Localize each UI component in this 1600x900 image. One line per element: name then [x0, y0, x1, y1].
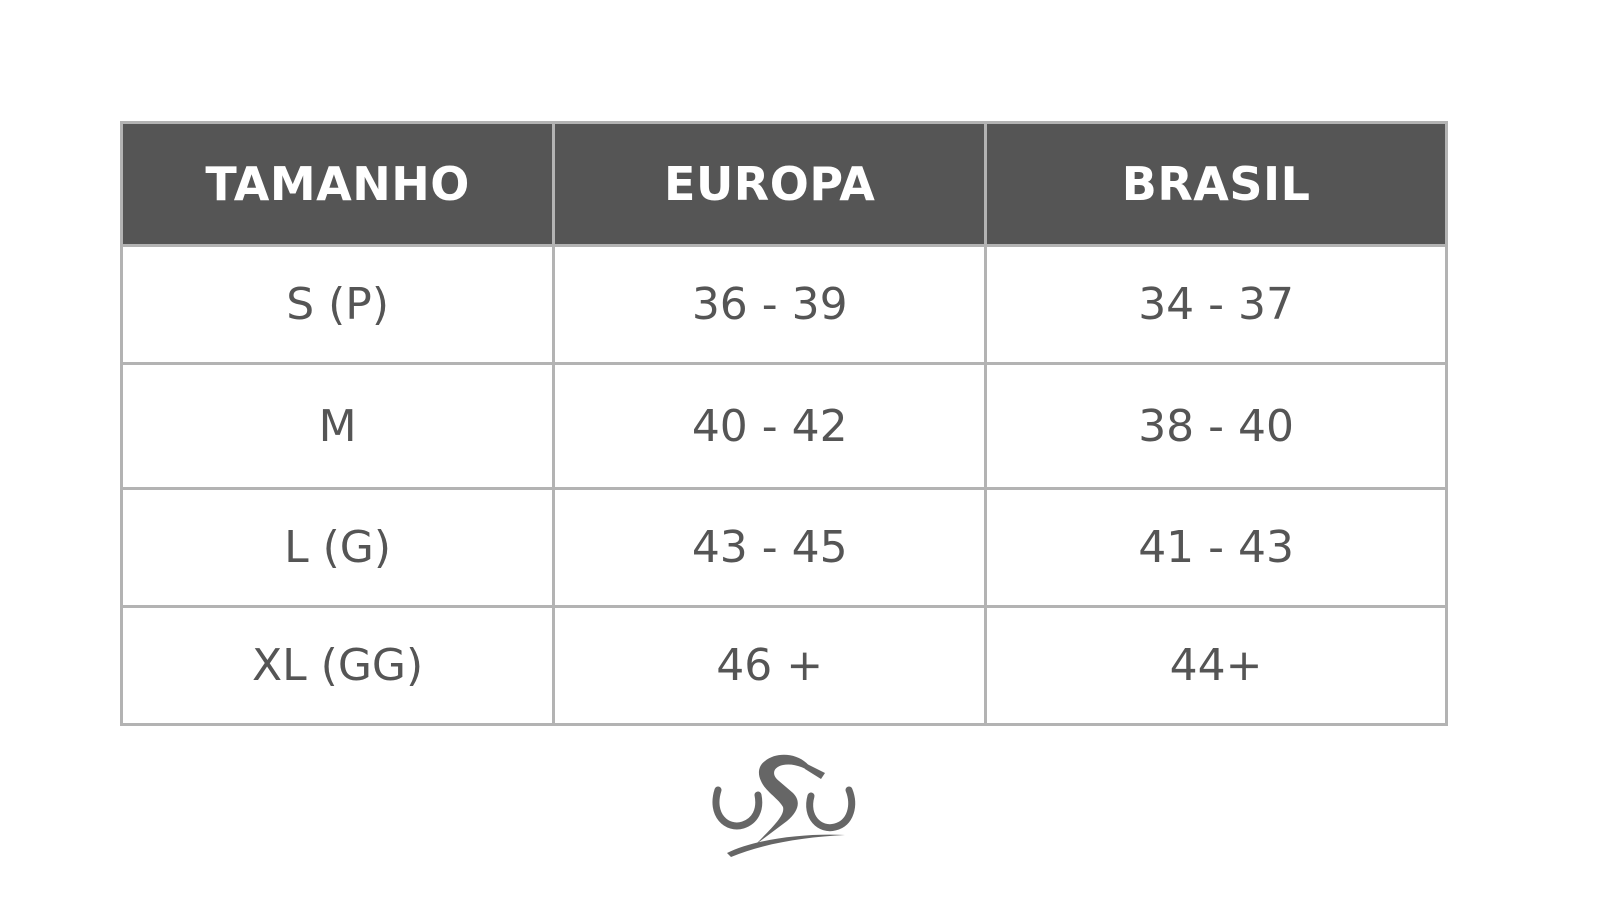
header-europa: EUROPA: [552, 121, 988, 247]
cell-size: M: [119, 362, 556, 490]
cell-size: S (P): [119, 244, 556, 365]
cell-europa: 43 - 45: [552, 487, 988, 608]
header-brasil: BRASIL: [984, 121, 1448, 247]
cell-brasil: 38 - 40: [984, 362, 1448, 490]
cell-europa: 36 - 39: [552, 244, 988, 365]
table-row: S (P) 36 - 39 34 - 37: [119, 244, 1448, 365]
header-tamanho: TAMANHO: [119, 121, 556, 247]
cell-europa: 46 +: [552, 605, 988, 726]
cell-size: L (G): [119, 487, 556, 608]
header-row: TAMANHO EUROPA BRASIL: [119, 121, 1448, 247]
table-row: XL (GG) 46 + 44+: [119, 605, 1448, 726]
cell-brasil: 44+: [984, 605, 1448, 726]
cyclist-logo-icon: [712, 754, 856, 857]
table-row: L (G) 43 - 45 41 - 43: [119, 487, 1448, 608]
cell-brasil: 41 - 43: [984, 487, 1448, 608]
cell-size: XL (GG): [119, 605, 556, 726]
cell-europa: 40 - 42: [552, 362, 988, 490]
cell-brasil: 34 - 37: [984, 244, 1448, 365]
table-row: M 40 - 42 38 - 40: [119, 362, 1448, 490]
size-table: TAMANHO EUROPA BRASIL S (P) 36 - 39 34 -…: [119, 121, 1448, 726]
